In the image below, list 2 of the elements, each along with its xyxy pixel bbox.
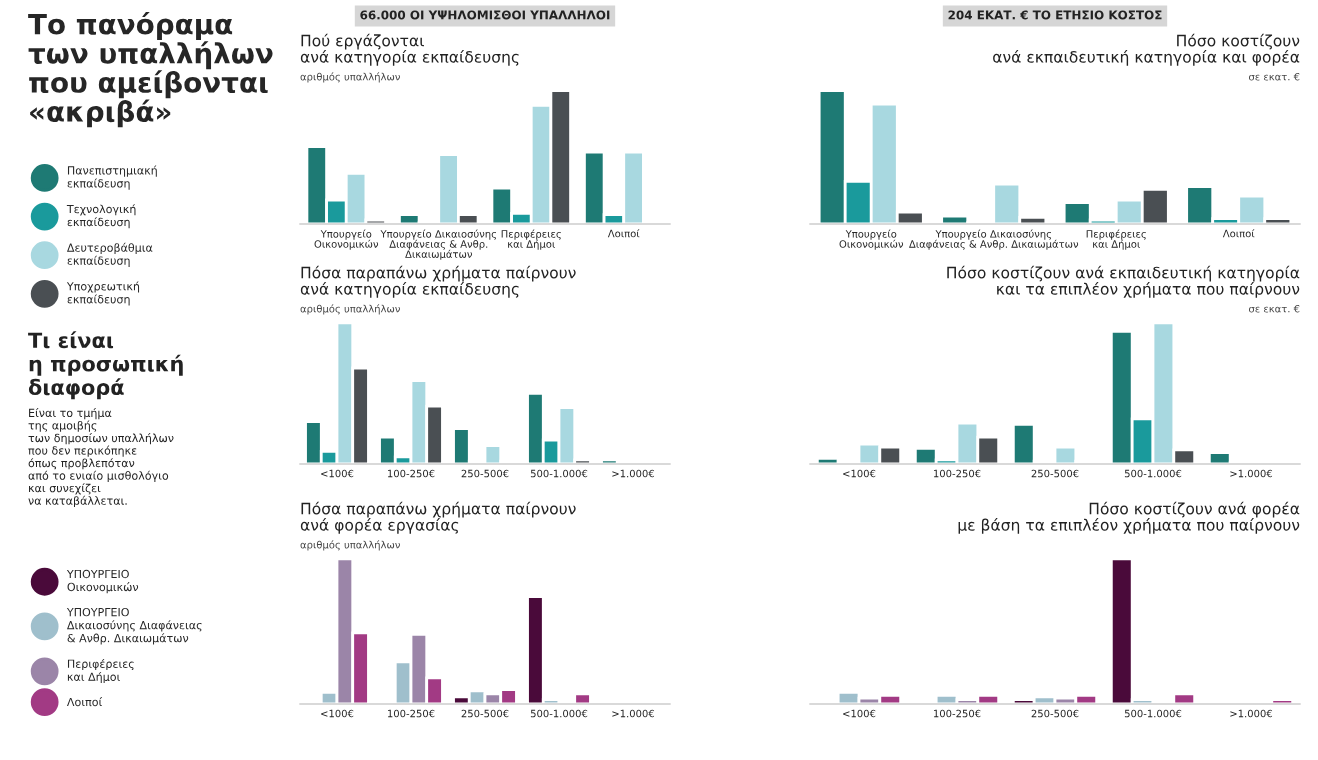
text: Το πανόραμα των υπαλλήλων που αμείβονται «ακριβά» [28,12,273,128]
text: Τι είναι η προσωπική διαφορά [28,331,183,400]
